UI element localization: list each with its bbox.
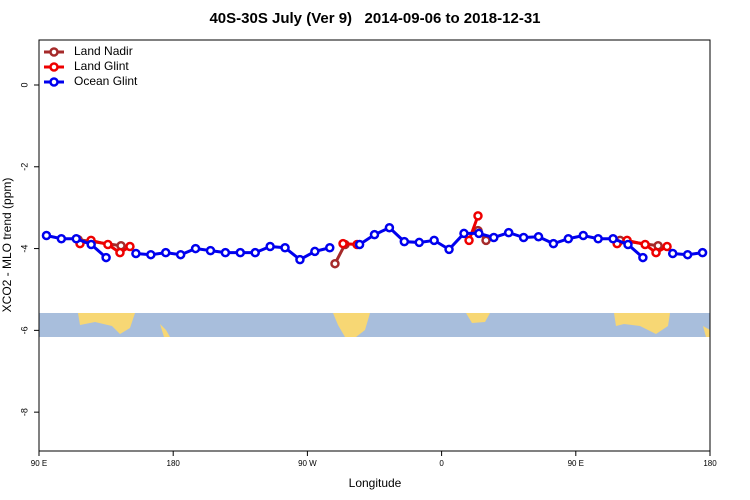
point [640, 239, 650, 250]
point [220, 247, 231, 258]
point [414, 237, 424, 248]
point [563, 234, 574, 244]
point [444, 244, 454, 255]
y-tick-label: -2 [19, 163, 29, 171]
point [662, 241, 672, 252]
point [682, 249, 693, 260]
land-shape [160, 324, 170, 337]
point [115, 247, 125, 258]
point [71, 234, 82, 244]
x-tick-label: 90 E [31, 459, 47, 468]
point [354, 239, 365, 250]
point [369, 229, 380, 240]
y-axis-label: XCO2 - MLO trend (ppm) [0, 178, 14, 313]
point [459, 228, 469, 239]
point [56, 234, 67, 244]
legend-label: Land Nadir [74, 44, 133, 58]
point [310, 246, 320, 257]
point [697, 247, 708, 258]
point [481, 235, 491, 246]
point [578, 230, 589, 241]
plot-frame [38, 39, 711, 452]
point [103, 239, 113, 250]
y-tick-label: -4 [19, 245, 29, 253]
y-tick-label: -6 [19, 326, 29, 334]
legend-marker [49, 77, 59, 87]
point [325, 242, 335, 253]
point [384, 222, 395, 233]
legend-label: Ocean Glint [74, 74, 138, 88]
legend-label: Land Glint [74, 59, 129, 73]
legend-marker [49, 62, 59, 72]
point [489, 232, 499, 243]
point [146, 249, 156, 260]
y-tick-label: -8 [19, 408, 29, 416]
chart-title: 40S-30S July (Ver 9) 2014-09-06 to 2018-… [209, 10, 540, 27]
point [533, 231, 544, 242]
point [503, 227, 514, 238]
point [429, 235, 439, 246]
point [623, 239, 633, 250]
land-shape [614, 313, 670, 334]
x-axis-label: Longitude [349, 476, 402, 490]
point [86, 239, 96, 250]
point [638, 252, 648, 263]
ocean-background [39, 313, 710, 337]
point [399, 236, 410, 247]
point [250, 247, 260, 258]
point [548, 238, 559, 249]
land-shape [78, 313, 135, 334]
point [41, 230, 52, 241]
point [190, 243, 201, 254]
land-shape [703, 326, 710, 337]
point [125, 241, 135, 252]
x-tick-label: 90 W [298, 459, 317, 468]
point [160, 247, 171, 258]
point [338, 238, 348, 249]
point [280, 242, 290, 253]
point [295, 254, 305, 265]
point [265, 241, 275, 252]
land-shape [466, 313, 490, 323]
point [175, 249, 186, 260]
point [235, 247, 246, 258]
point [651, 247, 661, 258]
land-shape [333, 313, 370, 337]
x-tick-label: 0 [439, 459, 444, 468]
point [518, 232, 529, 243]
point [473, 211, 483, 221]
map-strip [39, 313, 710, 337]
x-tick-label: 180 [167, 459, 181, 468]
point [667, 248, 678, 259]
y-tick-label: 0 [19, 82, 29, 87]
legend-marker [49, 47, 59, 57]
point [131, 248, 141, 259]
point [474, 228, 484, 239]
x-tick-label: 180 [703, 459, 717, 468]
point [593, 234, 603, 244]
point [330, 258, 340, 269]
point [205, 245, 216, 256]
point [101, 252, 111, 263]
x-tick-label: 90 E [568, 459, 584, 468]
point [464, 235, 474, 246]
point [608, 234, 618, 244]
